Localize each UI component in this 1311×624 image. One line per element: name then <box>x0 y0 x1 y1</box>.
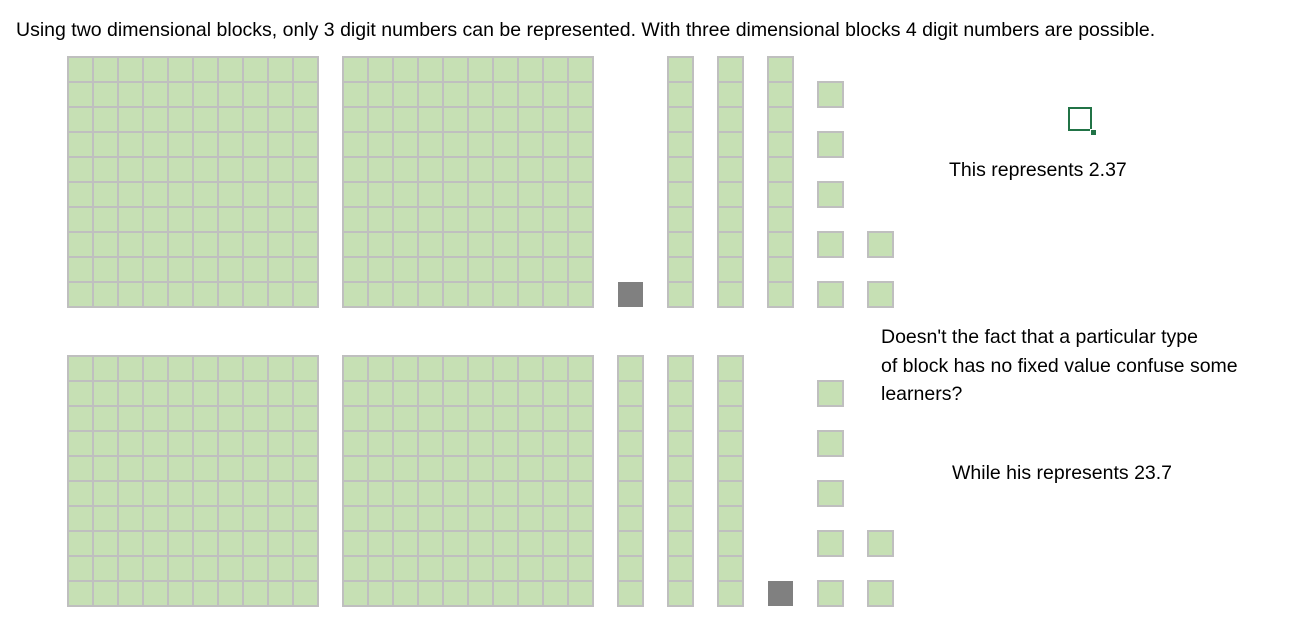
unit-block <box>867 281 894 308</box>
rod-block <box>667 56 694 308</box>
flat-block <box>67 355 319 607</box>
unit-block <box>817 281 844 308</box>
bottom-representation-label: While his represents 23.7 <box>952 462 1173 484</box>
rod-block <box>767 56 794 308</box>
rod-block <box>667 355 694 607</box>
unit-block <box>867 530 894 557</box>
unit-block <box>817 580 844 607</box>
flat-block <box>342 56 594 308</box>
question-text: Doesn't the fact that a particular type … <box>881 323 1238 409</box>
decimal-point-block <box>768 581 793 606</box>
unit-block <box>817 480 844 507</box>
question-line-1: Doesn't the fact that a particular type <box>881 326 1198 348</box>
unit-block <box>817 131 844 158</box>
decimal-point-block <box>618 282 643 307</box>
heading: Using two dimensional blocks, only 3 dig… <box>16 19 1156 41</box>
unit-block <box>817 380 844 407</box>
unit-block <box>867 231 894 258</box>
selected-cell-marker[interactable] <box>1068 107 1092 131</box>
unit-block <box>867 580 894 607</box>
unit-block <box>817 530 844 557</box>
unit-block <box>817 181 844 208</box>
question-line-2: of block has no fixed value confuse some <box>881 354 1238 377</box>
flat-block <box>342 355 594 607</box>
unit-block <box>817 430 844 457</box>
fill-handle-icon[interactable] <box>1090 129 1097 136</box>
flat-block <box>67 56 319 308</box>
rod-block <box>717 355 744 607</box>
unit-block <box>817 81 844 108</box>
top-representation-label: This represents 2.37 <box>949 159 1127 181</box>
question-line-3: learners? <box>881 383 963 405</box>
rod-block <box>717 56 744 308</box>
unit-block <box>817 231 844 258</box>
rod-block <box>617 355 644 607</box>
